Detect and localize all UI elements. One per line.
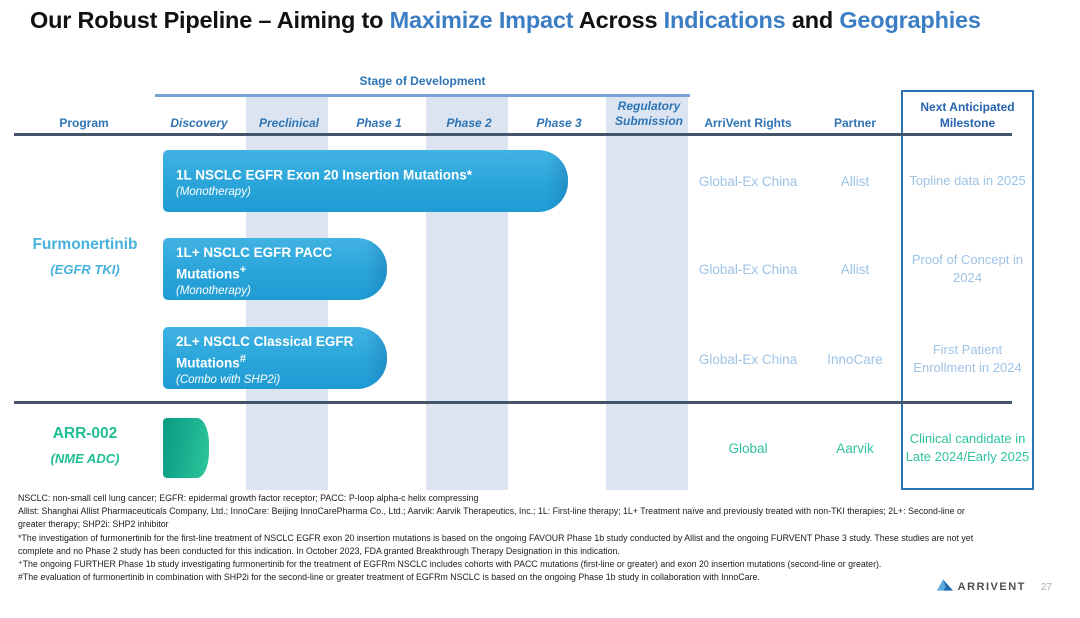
column-header-phase3: Phase 3 xyxy=(536,116,582,130)
bar-label: 1L NSCLC EGFR Exon 20 Insertion Mutation… xyxy=(176,167,473,183)
rights-cell: Global xyxy=(728,440,768,456)
partner-cell: Allist xyxy=(840,261,870,277)
bar-sublabel: (Combo with SHP2i) xyxy=(176,373,281,386)
column-header-phase1: Phase 1 xyxy=(356,116,402,130)
bar-label: 1L+ NSCLC EGFR PACC Mutations+ xyxy=(176,245,333,281)
title-segment: and xyxy=(785,7,840,33)
footnote-line: complete and no Phase 2 study has been c… xyxy=(18,545,620,556)
footnotes: NSCLC: non-small cell lung cancer; EGFR:… xyxy=(18,492,1074,584)
program-name: ARR-002 xyxy=(52,425,118,442)
header-divider-line xyxy=(14,133,1012,136)
rights-cell: Global-Ex China xyxy=(698,351,798,367)
stage-of-development-header: Stage of Development xyxy=(359,74,486,88)
column-header-program: Program xyxy=(59,116,109,130)
column-header-discovery: Discovery xyxy=(170,116,228,130)
footnote-line: greater therapy; SHP2i: SHP2 inhibitor xyxy=(18,519,169,530)
program-label-furmonertinib: Furmonertinib (EGFR TKI) xyxy=(14,236,156,277)
column-header-phase2: Phase 2 xyxy=(446,116,492,130)
milestone-cell: Clinical candidate in Late 2024/Early 20… xyxy=(905,431,1030,464)
arrivent-logo: ARRIVENT xyxy=(936,578,1026,596)
next-anticipated-milestone-box xyxy=(901,90,1034,490)
pipeline-bar-pacc: 1L+ NSCLC EGFR PACC Mutations+ (Monother… xyxy=(163,238,387,300)
footnote-line: Allist: Shanghai Allist Pharmaceuticals … xyxy=(18,506,965,517)
stage-of-development-underline xyxy=(155,94,690,97)
footnote-line: #The evaluation of furmonertinib in comb… xyxy=(18,572,760,583)
column-band-regulatory xyxy=(606,97,688,490)
title-segment: Across xyxy=(573,7,664,33)
footnote-line: NSCLC: non-small cell lung cancer; EGFR:… xyxy=(18,493,479,503)
title-segment-accent: Maximize Impact xyxy=(389,7,574,33)
column-header-partner: Partner xyxy=(833,116,877,130)
pipeline-bar-arr002-discovery xyxy=(163,418,209,478)
program-type: (EGFR TKI) xyxy=(50,262,120,277)
brand-name: ARRIVENT xyxy=(957,581,1026,593)
rights-cell: Global-Ex China xyxy=(698,173,798,189)
column-header-preclinical: Preclinical xyxy=(258,116,320,130)
partner-cell: InnoCare xyxy=(827,351,883,367)
bar-sublabel: (Monotherapy) xyxy=(176,284,251,297)
column-header-regulatory-submission: Regulatory Submission xyxy=(614,99,683,128)
title-segment: Our Robust Pipeline – Aiming to xyxy=(30,7,390,33)
partner-cell: Aarvik xyxy=(836,440,874,456)
pipeline-bar-exon20: 1L NSCLC EGFR Exon 20 Insertion Mutation… xyxy=(163,150,568,212)
pipeline-bar-classical-egfr: 2L+ NSCLC Classical EGFR Mutations# (Com… xyxy=(163,327,387,389)
title-segment-accent: Geographies xyxy=(839,7,981,33)
arrivent-logo-icon xyxy=(936,578,953,596)
title-segment-accent: Indications xyxy=(663,7,786,33)
partner-cell: Allist xyxy=(840,173,870,189)
milestone-cell: Proof of Concept in 2024 xyxy=(911,252,1024,285)
section-divider-line xyxy=(14,401,1012,404)
footnote-line: *The investigation of furmonertinib for … xyxy=(18,532,974,543)
bar-sublabel: (Monotherapy) xyxy=(176,186,251,198)
milestone-cell: Topline data in 2025 xyxy=(909,173,1026,188)
rights-cell: Global-Ex China xyxy=(698,261,798,277)
footer: ARRIVENT 27 xyxy=(936,578,1052,596)
footnote-line: ⁺The ongoing FURTHER Phase 1b study inve… xyxy=(18,559,882,570)
milestone-cell: First Patient Enrollment in 2024 xyxy=(913,342,1022,375)
program-type: (NME ADC) xyxy=(50,451,120,466)
bar-label: 2L+ NSCLC Classical EGFR Mutations# xyxy=(176,334,354,370)
program-label-arr002: ARR-002 (NME ADC) xyxy=(14,425,156,466)
program-name: Furmonertinib xyxy=(32,236,138,253)
column-header-next-anticipated-milestone: Next Anticipated Milestone xyxy=(920,100,1015,130)
column-header-arrivent-rights: ArriVent Rights xyxy=(704,116,792,130)
page-title: Our Robust Pipeline – Aiming to Maximize… xyxy=(30,4,1040,37)
page-number: 27 xyxy=(1040,581,1052,593)
